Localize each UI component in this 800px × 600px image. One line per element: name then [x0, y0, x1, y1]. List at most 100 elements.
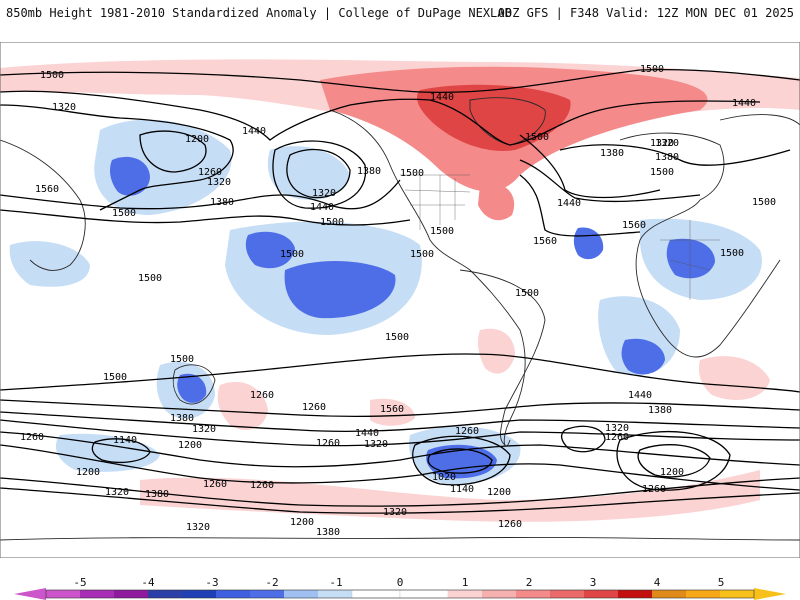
shade-pos1-indian — [698, 356, 770, 400]
coast-south-america — [459, 269, 546, 446]
colorbar-seg-neg3b — [182, 590, 216, 598]
contour-label: 1260 — [605, 432, 629, 443]
contour-label: 1260 — [250, 480, 274, 491]
contour-label: 1320 — [605, 423, 629, 434]
contour-label: 1380 — [210, 197, 234, 208]
coast-north-america — [329, 109, 526, 447]
contour-labels: 1500 1320 1500 1440 1440 1500 1320 1200 … — [20, 64, 776, 538]
contour-label: 1260 — [198, 167, 222, 178]
colorbar-seg-neg4a — [80, 590, 114, 598]
contour-1260-south — [0, 431, 800, 468]
colorbar-tick: -1 — [329, 576, 343, 589]
contour-label: 1260 — [642, 484, 666, 495]
contour-1020-low — [427, 448, 493, 474]
coast-antarctica — [0, 536, 800, 541]
contour-label: 1320 — [655, 138, 679, 149]
contour-label: 1500 — [410, 249, 434, 260]
contour-label: 1440 — [557, 198, 581, 209]
colorbar-seg-zero-a — [351, 589, 401, 599]
contour-label: 1500 — [525, 132, 549, 143]
contour-label: 1320 — [52, 102, 76, 113]
shade-neg2-aleutian — [110, 156, 150, 196]
contour-1500-mid — [0, 209, 411, 226]
contour-label: 1380 — [170, 413, 194, 424]
contour-label: 1320 — [207, 177, 231, 188]
contour-label: 1560 — [35, 184, 59, 195]
contour-label: 1560 — [533, 236, 557, 247]
shade-neg2-hawaii — [245, 231, 295, 269]
contour-label: 1320 — [383, 507, 407, 518]
contour-1440-atl — [519, 159, 701, 203]
colorbar-seg-pos2a — [516, 590, 550, 598]
contour-1560-natl — [519, 174, 641, 237]
colorbar-tick: -4 — [141, 576, 155, 589]
shade-neg1-s-ocean-2 — [55, 433, 161, 472]
contour-label: 1560 — [622, 220, 646, 231]
contour-label: 1260 — [455, 426, 479, 437]
contour-label: 1200 — [178, 440, 202, 451]
shade-neg2-subtropic-pac — [284, 260, 396, 319]
contour-label: 1320 — [364, 439, 388, 450]
contour-label: 1500 — [40, 70, 64, 81]
contour-1200-se — [637, 444, 711, 478]
contour-label: 1020 — [432, 472, 456, 483]
colorbar-seg-neg2b — [250, 590, 284, 598]
contour-label: 1320 — [192, 424, 216, 435]
contour-label: 1260 — [316, 438, 340, 449]
colorbar-seg-pos4b — [686, 590, 720, 598]
map-title: 850mb Height 1981-2010 Standardized Anom… — [6, 6, 512, 20]
colorbar-seg-neg3a — [148, 590, 182, 598]
shade-neg2-s-pac — [177, 373, 207, 403]
contour-label: 1260 — [20, 432, 44, 443]
contour-1500-tropics — [0, 353, 800, 393]
colorbar-seg-pos1a — [448, 590, 482, 598]
contour-1260-se2 — [560, 425, 606, 453]
contour-label: 1380 — [145, 489, 169, 500]
contour-label: 1500 — [515, 288, 539, 299]
contour-1140-low — [412, 435, 511, 486]
colorbar-seg-neg2a — [216, 590, 250, 598]
shade-pos1-s-atl — [370, 398, 415, 426]
contour-label: 1500 — [640, 64, 664, 75]
contour-label: 1260 — [250, 390, 274, 401]
contour-label: 1500 — [170, 354, 194, 365]
contour-label: 1200 — [185, 134, 209, 145]
contour-label: 1500 — [430, 226, 454, 237]
contour-label: 1200 — [660, 467, 684, 478]
colorbar-tick: -5 — [73, 576, 87, 589]
contour-1140-sw — [91, 438, 151, 463]
contour-label: 1320 — [186, 522, 210, 533]
colorbar-tick: -3 — [205, 576, 219, 589]
height-contours — [0, 69, 800, 514]
anomaly-map: 1500 1320 1500 1440 1440 1500 1320 1200 … — [0, 42, 800, 558]
contour-1260-far-south — [0, 477, 800, 507]
us-borders — [400, 174, 471, 230]
contour-label: 1200 — [487, 487, 511, 498]
contour-label: 1380 — [648, 405, 672, 416]
contour-label: 1260 — [498, 519, 522, 530]
contour-label: 1260 — [203, 479, 227, 490]
colorbar-tick: 1 — [461, 576, 469, 589]
contour-label: 1380 — [600, 148, 624, 159]
colorbar-tick: -2 — [265, 576, 279, 589]
contour-label: 1500 — [103, 372, 127, 383]
coastlines — [0, 97, 800, 541]
colorbar-tick: 0 — [396, 576, 404, 589]
contour-1320-south — [0, 419, 800, 447]
colorbar-seg-neg1a — [284, 590, 318, 598]
contour-label: 1440 — [732, 98, 756, 109]
contour-label: 1440 — [310, 202, 334, 213]
contour-label: 1500 — [720, 248, 744, 259]
colorbar-tick: 2 — [525, 576, 533, 589]
contour-1320-low2 — [286, 148, 351, 199]
colorbar-tick: 5 — [717, 576, 725, 589]
contour-label: 1260 — [302, 402, 326, 413]
contour-label: 1560 — [380, 404, 404, 415]
political-borders — [400, 174, 720, 300]
contour-1260-se — [616, 431, 731, 491]
contour-label: 1380 — [316, 527, 340, 538]
contour-label: 1500 — [752, 197, 776, 208]
colorbar-seg-zero-b — [399, 589, 449, 599]
contour-1500-atl — [519, 134, 661, 199]
